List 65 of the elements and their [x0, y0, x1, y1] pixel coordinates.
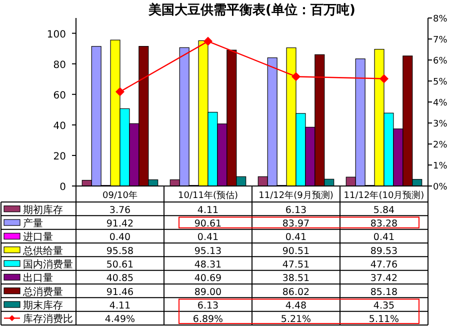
x-tick-label: 11/12年(10月预测): [344, 190, 424, 201]
y2-tick-label: 6%: [433, 56, 448, 66]
y2-tick-label: 1%: [433, 162, 448, 172]
y2-tick-label: 8%: [433, 14, 448, 24]
data-label: 40.85: [106, 273, 134, 284]
y2-tick-label: 4%: [433, 98, 448, 108]
data-label: 0.41: [285, 232, 307, 244]
y-tick-label: 0: [60, 182, 66, 193]
y2-tick-label: 2%: [433, 140, 448, 150]
data-label: 91.42: [106, 218, 134, 230]
y-tick-label: 100: [46, 29, 66, 40]
legend-label: 出口量: [23, 272, 53, 284]
y-tick-label: 40: [53, 120, 66, 132]
x-tick-label: 09/10年: [102, 190, 138, 201]
data-label: 4.49%: [104, 314, 136, 326]
data-label: 3.76: [109, 204, 131, 216]
legend-label: 总消费量: [22, 286, 63, 298]
data-label: 37.42: [370, 273, 398, 284]
data-label: 90.51: [282, 246, 310, 257]
data-label: 0.40: [109, 232, 131, 244]
data-label: 5.84: [373, 204, 395, 216]
data-label: 6.13: [197, 300, 219, 312]
data-label: 4.11: [109, 300, 131, 312]
data-label: 95.13: [194, 246, 222, 257]
y2-tick-label: 0%: [433, 182, 448, 192]
data-label: 47.76: [370, 260, 398, 270]
data-label: 86.02: [282, 286, 310, 298]
data-label: 4.11: [197, 204, 219, 216]
data-label: 6.89%: [192, 314, 224, 326]
y2-tick-label: 7%: [433, 36, 448, 46]
y2-tick-label: 5%: [433, 78, 448, 88]
y2-tick-label: 3%: [433, 120, 448, 130]
data-label: 4.48: [285, 300, 307, 312]
data-label: 38.51: [282, 273, 310, 284]
y-tick-label: 60: [53, 90, 66, 102]
legend-label: 产量: [23, 218, 43, 230]
data-label: 89.00: [194, 286, 222, 298]
chart-title: 美国大豆供需平衡表(单位：百万吨): [148, 2, 356, 18]
legend-label: 国内消费量: [23, 258, 73, 270]
data-label: 95.58: [106, 246, 134, 257]
legend-label: 库存消费比: [23, 313, 73, 326]
x-tick-label: 10/11年(预估): [178, 190, 238, 201]
data-label: 50.61: [106, 260, 134, 270]
data-label: 4.35: [373, 300, 395, 312]
data-label: 40.69: [194, 273, 222, 284]
legend-label: 进口量: [23, 231, 53, 244]
data-label: 48.31: [194, 260, 222, 270]
data-label: 5.11%: [368, 314, 400, 326]
y-tick-label: 80: [53, 60, 66, 71]
data-label: 90.61: [194, 218, 222, 230]
data-label: 5.21%: [280, 314, 312, 326]
data-label: 47.51: [282, 260, 310, 270]
legend-label: 总供给量: [22, 244, 63, 257]
data-label: 91.46: [106, 286, 134, 298]
data-label: 0.41: [373, 232, 395, 244]
legend-label: 期初库存: [23, 204, 63, 216]
data-label: 83.97: [282, 218, 310, 230]
data-label: 85.18: [370, 286, 398, 298]
data-label: 89.53: [370, 246, 398, 257]
data-label: 0.41: [197, 232, 219, 244]
y-tick-label: 20: [53, 151, 66, 162]
data-label: 83.28: [370, 218, 398, 230]
legend-label: 期末库存: [23, 300, 63, 312]
x-tick-label: 11/12年(9月预测): [258, 190, 334, 201]
data-label: 6.13: [285, 204, 307, 216]
